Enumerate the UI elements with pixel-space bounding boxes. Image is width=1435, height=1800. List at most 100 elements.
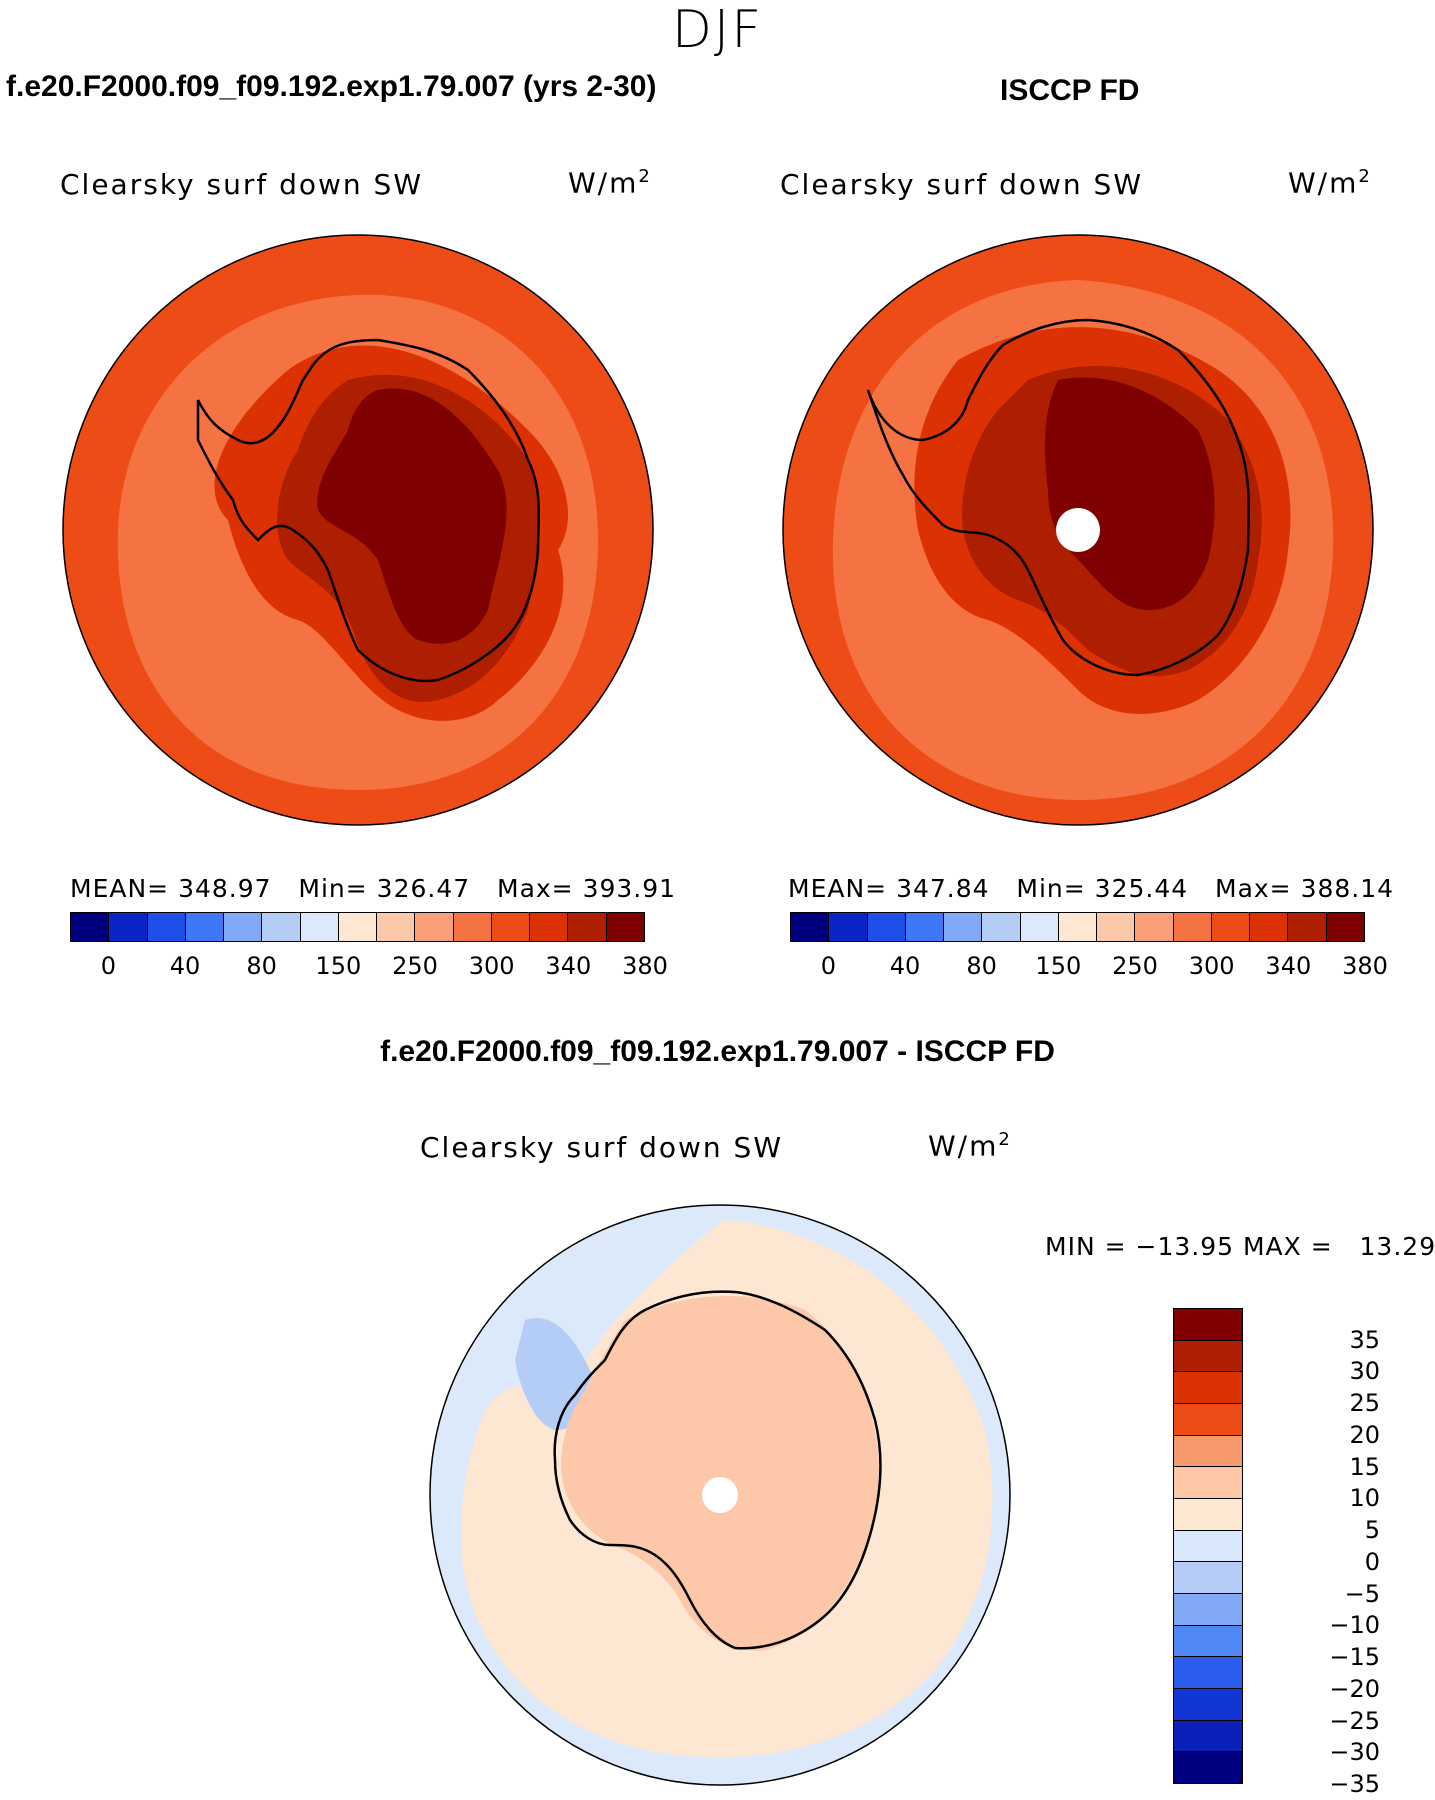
model-polar-map xyxy=(62,234,654,826)
colorbar-tick-label: 340 xyxy=(545,952,592,980)
obs-max-label: Max= xyxy=(1215,874,1292,903)
diff-min-value: −13.95 xyxy=(1135,1232,1235,1261)
diff-max-value: 13.29 xyxy=(1359,1232,1435,1261)
model-stats: MEAN= 348.97 Min= 326.47 Max= 393.91 xyxy=(70,874,676,903)
colorbar-swatch xyxy=(1020,913,1059,941)
diff-colorbar-swatch xyxy=(1174,1657,1242,1690)
diff-colorbar-tick-label: 20 xyxy=(1349,1420,1380,1449)
colorbar-tick-label: 150 xyxy=(1035,952,1082,980)
obs-mean-label: MEAN= xyxy=(788,874,888,903)
diff-colorbar-swatch xyxy=(1174,1530,1242,1563)
colorbar-swatch xyxy=(224,913,263,941)
model-max-label: Max= xyxy=(497,874,574,903)
diff-colorbar-tick-label: −20 xyxy=(1329,1674,1380,1703)
season-title: DJF xyxy=(671,0,764,60)
diff-max-label: MAX = xyxy=(1242,1232,1333,1261)
colorbar-swatch xyxy=(415,913,454,941)
obs-colorbar-ticks: 0 40 80 150 250 300 340 380 xyxy=(790,952,1388,982)
diff-coastline xyxy=(553,1290,882,1650)
diff-colorbar-swatch xyxy=(1174,1309,1242,1341)
obs-polar-map xyxy=(782,234,1374,826)
colorbar-swatch xyxy=(338,913,378,941)
diff-colorbar-tick-label: −5 xyxy=(1344,1579,1380,1608)
diff-land-warm xyxy=(561,1296,879,1651)
diff-colorbar-swatch xyxy=(1174,1689,1242,1721)
colorbar-swatch xyxy=(568,913,607,941)
obs-variable-label: Clearsky surf down SW xyxy=(780,168,1144,201)
colorbar-tick-label: 250 xyxy=(392,952,438,980)
colorbar-swatch xyxy=(377,913,416,941)
diff-colorbar-tick-label: 35 xyxy=(1349,1325,1380,1354)
colorbar-swatch xyxy=(944,913,983,941)
diff-case-title: f.e20.F2000.f09_f09.192.exp1.79.007 - IS… xyxy=(380,1035,1055,1068)
colorbar-swatch xyxy=(185,913,225,941)
diff-units-label: W/m2 xyxy=(928,1129,1012,1163)
model-max-value: 393.91 xyxy=(582,874,677,903)
obs-colorbar xyxy=(790,912,1365,942)
diff-colorbar-swatch xyxy=(1174,1372,1242,1405)
colorbar-swatch xyxy=(147,913,186,941)
diff-colorbar-tick-label: −10 xyxy=(1329,1611,1380,1640)
colorbar-tick-label: 380 xyxy=(1342,952,1388,980)
obs-case-title: ISCCP FD xyxy=(1000,74,1140,107)
diff-colorbar-tick-label: −25 xyxy=(1329,1706,1380,1735)
colorbar-swatch xyxy=(453,913,492,941)
colorbar-swatch xyxy=(1211,913,1251,941)
diff-colorbar-swatch xyxy=(1174,1594,1242,1626)
model-case-title: f.e20.F2000.f09_f09.192.exp1.79.007 (yrs… xyxy=(6,70,657,103)
diff-colorbar-ticks: 35 30 25 20 15 10 5 0 −5 −10 −15 −20 −25 −30 −35 xyxy=(1260,1308,1420,1798)
colorbar-swatch xyxy=(829,913,868,941)
colorbar-swatch xyxy=(530,913,569,941)
obs-min-value: 325.44 xyxy=(1094,874,1189,903)
diff-colorbar-swatch xyxy=(1174,1720,1242,1753)
obs-pole-hole xyxy=(1056,508,1100,552)
diff-min-label: MIN = xyxy=(1045,1232,1127,1261)
colorbar-swatch xyxy=(109,913,148,941)
diff-pole-hole xyxy=(702,1477,738,1513)
obs-dome-zone xyxy=(1045,377,1215,610)
diff-colorbar-swatch xyxy=(1174,1499,1242,1531)
model-min-value: 326.47 xyxy=(376,874,471,903)
colorbar-swatch xyxy=(262,913,301,941)
colorbar-tick-label: 300 xyxy=(1188,952,1235,980)
diff-colorbar-tick-label: −30 xyxy=(1329,1738,1380,1767)
obs-units-label: W/m2 xyxy=(1288,166,1372,200)
obs-stats: MEAN= 347.84 Min= 325.44 Max= 388.14 xyxy=(788,874,1394,903)
diff-colorbar-swatch xyxy=(1174,1625,1242,1658)
obs-min-label: Min= xyxy=(1016,874,1086,903)
diff-colorbar-tick-label: 30 xyxy=(1349,1357,1380,1386)
colorbar-tick-label: 380 xyxy=(622,952,668,980)
colorbar-tick-label: 150 xyxy=(315,952,362,980)
diff-colorbar-tick-label: 10 xyxy=(1349,1484,1380,1513)
diff-colorbar xyxy=(1173,1308,1243,1784)
diff-colorbar-tick-label: −15 xyxy=(1329,1643,1380,1672)
diff-colorbar-tick-label: −35 xyxy=(1329,1770,1380,1798)
diff-map-boundary xyxy=(429,1204,1011,1786)
colorbar-tick-label: 340 xyxy=(1265,952,1312,980)
colorbar-swatch xyxy=(867,913,906,941)
model-min-label: Min= xyxy=(298,874,368,903)
colorbar-swatch xyxy=(1326,913,1364,941)
colorbar-tick-label: 0 xyxy=(820,952,836,980)
obs-map-boundary xyxy=(782,234,1374,826)
colorbar-swatch xyxy=(905,913,945,941)
model-mean-label: MEAN= xyxy=(70,874,170,903)
diff-colorbar-tick-label: 15 xyxy=(1349,1452,1380,1481)
diff-cool-anomaly xyxy=(515,1318,594,1430)
model-colorbar-ticks: 0 40 80 150 250 300 340 380 xyxy=(70,952,668,982)
colorbar-swatch xyxy=(300,913,339,941)
model-colorbar xyxy=(70,912,645,942)
colorbar-tick-label: 40 xyxy=(889,952,921,980)
colorbar-swatch xyxy=(982,913,1021,941)
diff-colorbar-tick-label: 25 xyxy=(1349,1389,1380,1418)
diff-polar-map xyxy=(429,1204,1011,1786)
model-dome-zone xyxy=(317,388,507,644)
obs-coastline xyxy=(866,318,1251,677)
colorbar-swatch xyxy=(606,913,644,941)
colorbar-swatch xyxy=(1250,913,1289,941)
colorbar-swatch xyxy=(491,913,531,941)
model-coastline xyxy=(196,338,541,683)
colorbar-swatch xyxy=(1135,913,1174,941)
colorbar-swatch xyxy=(1173,913,1212,941)
diff-variable-label: Clearsky surf down SW xyxy=(420,1131,784,1164)
